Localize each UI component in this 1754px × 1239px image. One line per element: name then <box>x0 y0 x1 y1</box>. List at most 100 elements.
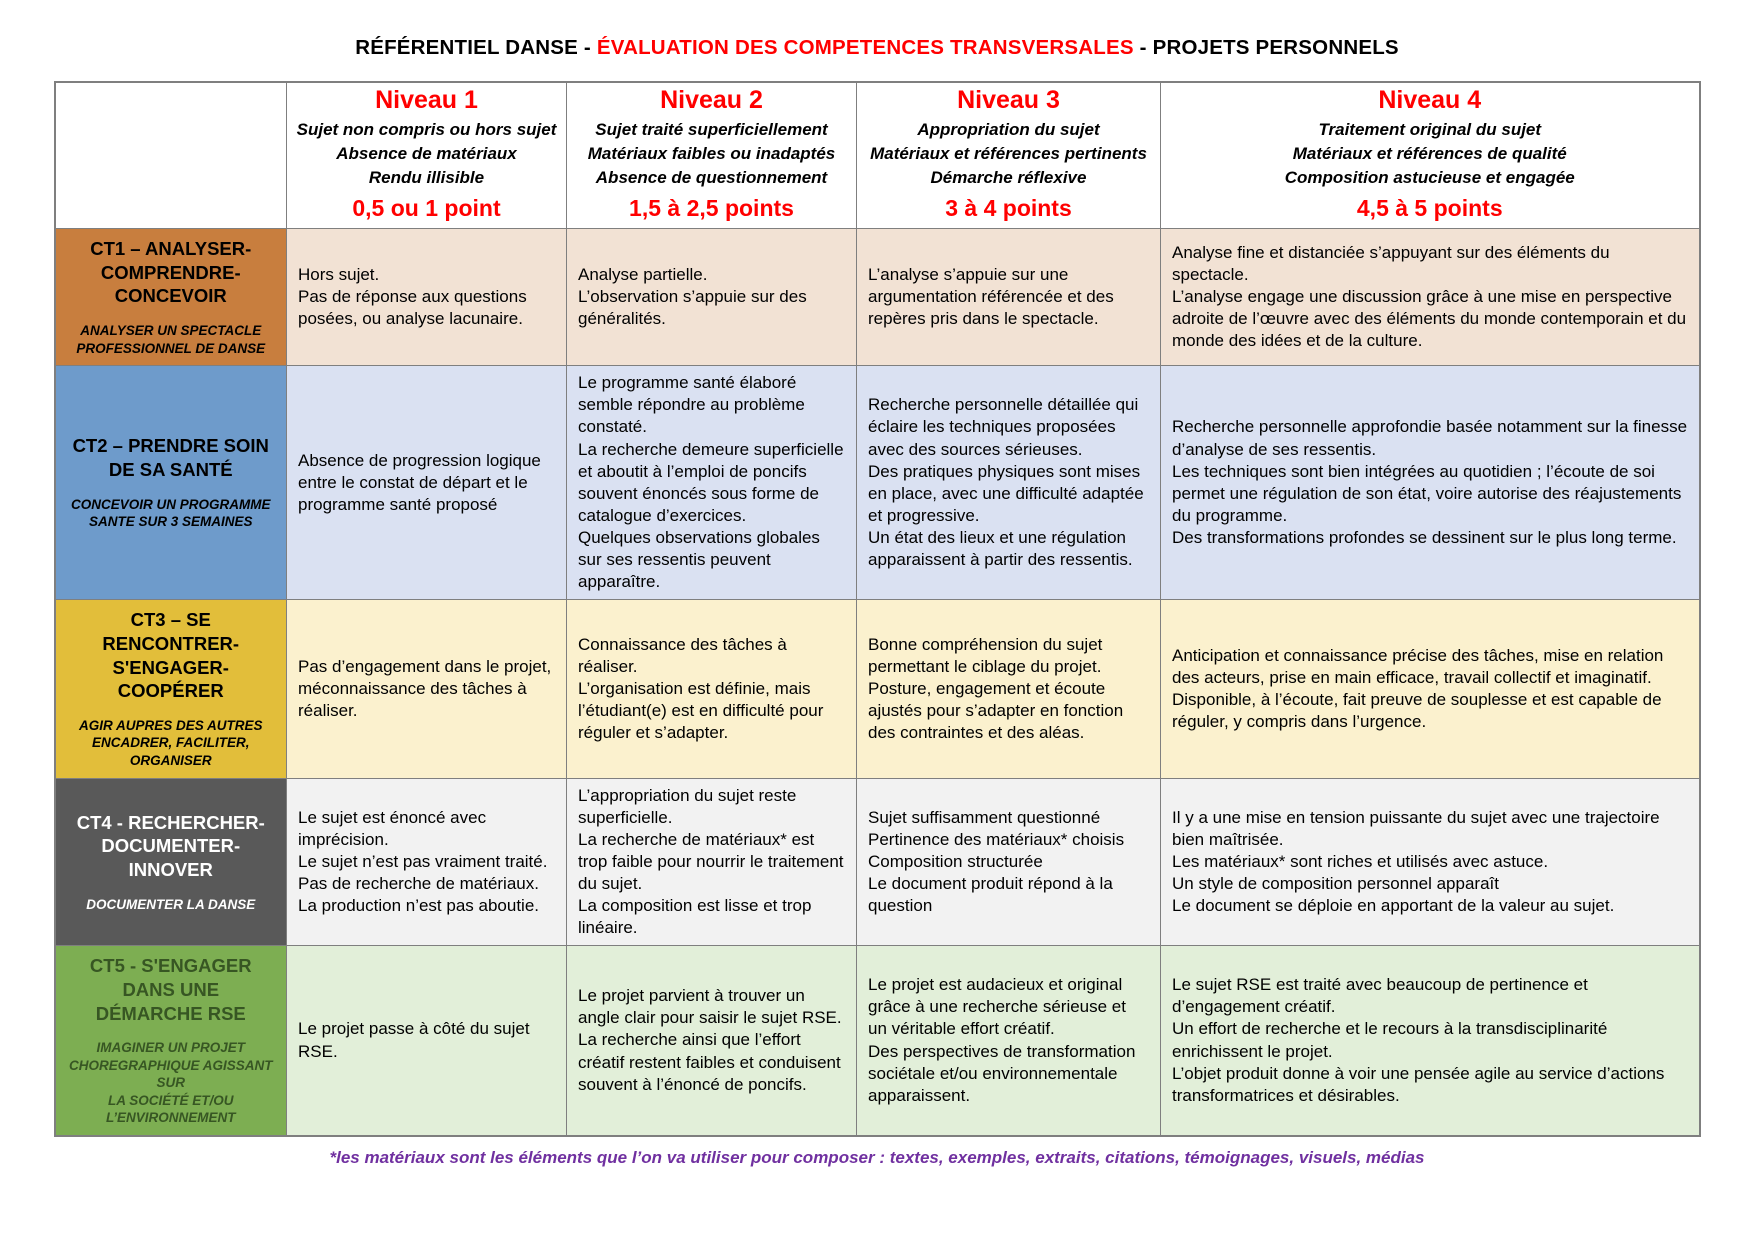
competency-subtitle-ct2: CONCEVOIR UN PROGRAMME SANTE SUR 3 SEMAI… <box>70 496 271 530</box>
cell-paragraph: La production n’est pas aboutie. <box>298 895 540 915</box>
row-header-ct5: CT5 - S'ENGAGER DANS UNE DÉMARCHE RSE IMA… <box>54 945 287 1137</box>
cell-paragraph: L’appropriation du sujet reste superfici… <box>578 785 797 827</box>
level-3-descriptors: Appropriation du sujet Matériaux et réfé… <box>863 118 1154 190</box>
descriptor-line: Absence de questionnement <box>595 168 828 187</box>
competency-row-ct3: CT3 – SE RENCONTRER-S'ENGAGER-COOPÉRER AG… <box>54 599 1700 779</box>
rubric-cell-ct5-niveau-1: Le projet passe à côté du sujet RSE. <box>286 945 567 1137</box>
rubric-cell-ct2-niveau-4: Recherche personnelle approfondie basée … <box>1160 365 1700 601</box>
rubric-table: Niveau 1 Sujet non compris ou hors sujet… <box>53 81 1701 1137</box>
cell-paragraph: L’observation s’appuie sur des généralit… <box>578 287 807 329</box>
rubric-cell-ct1-niveau-3: L’analyse s’appuie sur une argumentation… <box>856 228 1161 367</box>
cell-paragraph: Pertinence des matériaux* choisis <box>868 829 1125 849</box>
level-header-3: Niveau 3 Appropriation du sujet Matériau… <box>856 81 1161 230</box>
descriptor-line: Démarche réflexive <box>930 168 1087 187</box>
cell-paragraph: Hors sujet. <box>298 265 380 285</box>
competency-title-ct5: CT5 - S'ENGAGER DANS UNE DÉMARCHE RSE <box>89 955 252 1024</box>
rubric-cell-ct1-niveau-2: Analyse partielle. L’observation s’appuie… <box>566 228 857 367</box>
competency-subtitle-ct1: ANALYSER UN SPECTACLE PROFESSIONNEL DE D… <box>76 323 266 356</box>
cell-paragraph: Recherche personnelle approfondie basée … <box>1172 417 1688 459</box>
rubric-cell-ct3-niveau-2: Connaissance des tâches à réaliser. L’org… <box>566 599 857 779</box>
cell-paragraph: Les techniques sont bien intégrées au qu… <box>1172 461 1682 525</box>
cell-paragraph: La recherche demeure superficielle et ab… <box>578 439 844 525</box>
row-header-ct4: CT4 - RECHERCHER-DOCUMENTER-INNOVER DOCUM… <box>54 777 287 947</box>
cell-paragraph: Le programme santé élaboré semble répond… <box>578 373 805 437</box>
descriptor-line: Sujet non compris ou hors sujet <box>296 119 557 139</box>
descriptor-line: Composition astucieuse et engagée <box>1284 168 1575 187</box>
level-header-4: Niveau 4 Traitement original du sujet Ma… <box>1160 81 1700 230</box>
competency-subtitle-ct3: AGIR AUPRES DES AUTRES ENCADRER, FACILIT… <box>78 717 263 768</box>
cell-paragraph: L’organisation est définie, mais l’étudi… <box>578 678 824 742</box>
descriptor-line: Matériaux faibles ou inadaptés <box>587 143 836 163</box>
rubric-cell-ct4-niveau-3: Sujet suffisamment questionné Pertinence … <box>856 777 1161 947</box>
level-2-name: Niveau 2 <box>660 86 763 114</box>
cell-paragraph: Le projet passe à côté du sujet RSE. <box>298 1019 530 1061</box>
rubric-cell-ct2-niveau-2: Le programme santé élaboré semble répond… <box>566 365 857 601</box>
cell-paragraph: Anticipation et connaissance précise des… <box>1172 645 1664 687</box>
page-title-part3: - PROJETS PERSONNELS <box>1133 36 1399 59</box>
cell-paragraph: Disponible, à l’écoute, fait preuve de s… <box>1172 689 1662 731</box>
rubric-cell-ct4-niveau-4: Il y a une mise en tension puissante du … <box>1160 777 1700 947</box>
cell-paragraph: Il y a une mise en tension puissante du … <box>1172 807 1660 849</box>
cell-paragraph: Pas d’engagement dans le projet, méconna… <box>298 656 552 720</box>
level-4-points: 4,5 à 5 points <box>1356 195 1503 222</box>
level-2-points: 1,5 à 2,5 points <box>629 195 794 222</box>
rubric-cell-ct2-niveau-3: Recherche personnelle détaillée qui écla… <box>856 365 1161 601</box>
cell-paragraph: Un état des lieux et une régulation appa… <box>868 527 1133 569</box>
cell-paragraph: Pas de recherche de matériaux. <box>298 873 539 893</box>
descriptor-line: Absence de matériaux <box>336 143 517 163</box>
rubric-cell-ct5-niveau-4: Le sujet RSE est traité avec beaucoup de… <box>1160 945 1700 1137</box>
cell-paragraph: L’analyse s’appuie sur une argumentation… <box>868 265 1114 329</box>
level-header-2: Niveau 2 Sujet traité superficiellement … <box>566 81 857 230</box>
cell-paragraph: Posture, engagement et écoute ajustés po… <box>868 678 1124 742</box>
rubric-cell-ct3-niveau-3: Bonne compréhension du sujet permettant … <box>856 599 1161 779</box>
materials-footnote: *les matériaux sont les éléments que l’o… <box>329 1147 1425 1167</box>
row-header-ct1: CT1 – ANALYSER-COMPRENDRE-CONCEVOIR ANALY… <box>54 228 287 367</box>
level-4-name: Niveau 4 <box>1378 86 1482 114</box>
document-page: RÉFÉRENTIEL DANSE - ÉVALUATION DES COMPE… <box>0 36 1754 1167</box>
cell-paragraph: Des perspectives de transformation socié… <box>868 1041 1136 1105</box>
level-4-descriptors: Traitement original du sujet Matériaux e… <box>1167 118 1693 190</box>
competency-row-ct1: CT1 – ANALYSER-COMPRENDRE-CONCEVOIR ANALY… <box>54 228 1700 367</box>
descriptor-line: Matériaux et références de qualité <box>1292 143 1567 163</box>
cell-paragraph: Sujet suffisamment questionné <box>868 807 1101 827</box>
corner-cell <box>54 81 287 230</box>
descriptor-line: Appropriation du sujet <box>917 119 1100 139</box>
cell-paragraph: Un style de composition personnel appara… <box>1172 873 1499 893</box>
rubric-cell-ct5-niveau-2: Le projet parvient à trouver un angle cl… <box>566 945 857 1137</box>
cell-paragraph: Quelques observations globales sur ses r… <box>578 527 820 592</box>
descriptor-line: Matériaux et références pertinents <box>870 143 1147 163</box>
page-title: RÉFÉRENTIEL DANSE - ÉVALUATION DES COMPE… <box>0 36 1754 60</box>
level-header-1: Niveau 1 Sujet non compris ou hors sujet… <box>286 81 567 230</box>
cell-paragraph: Un effort de recherche et le recours à l… <box>1172 1019 1608 1061</box>
competency-title-ct1: CT1 – ANALYSER-COMPRENDRE-CONCEVOIR <box>90 238 252 307</box>
cell-paragraph: Analyse partielle. <box>578 265 708 285</box>
competency-subtitle-ct5: IMAGINER UN PROJET CHOREGRAPHIQUE AGISSA… <box>68 1040 273 1126</box>
cell-paragraph: Le sujet est énoncé avec imprécision. <box>298 807 487 849</box>
cell-paragraph: La recherche de matériaux* est trop faib… <box>578 829 844 893</box>
level-1-name: Niveau 1 <box>375 86 478 114</box>
rubric-cell-ct4-niveau-2: L’appropriation du sujet reste superfici… <box>566 777 857 947</box>
cell-paragraph: Absence de progression logique entre le … <box>298 450 541 514</box>
cell-paragraph: Bonne compréhension du sujet permettant … <box>868 634 1103 676</box>
cell-paragraph: La recherche ainsi que l’effort créatif … <box>578 1030 841 1094</box>
cell-paragraph: Analyse fine et distanciée s’appuyant su… <box>1172 242 1610 285</box>
descriptor-line: Traitement original du sujet <box>1318 119 1542 139</box>
competency-title-ct3: CT3 – SE RENCONTRER-S'ENGAGER-COOPÉRER <box>102 609 240 702</box>
level-3-name: Niveau 3 <box>957 86 1060 114</box>
level-3-points: 3 à 4 points <box>945 195 1072 222</box>
cell-paragraph: Recherche personnelle détaillée qui écla… <box>868 395 1139 459</box>
level-1-descriptors: Sujet non compris ou hors sujet Absence … <box>293 118 560 190</box>
cell-paragraph: La composition est lisse et trop linéair… <box>578 895 812 938</box>
cell-paragraph: Le document se déploie en apportant de l… <box>1172 895 1615 915</box>
rubric-cell-ct3-niveau-1: Pas d’engagement dans le projet, méconna… <box>286 599 567 779</box>
level-header-row: Niveau 1 Sujet non compris ou hors sujet… <box>54 81 1700 230</box>
row-header-ct2: CT2 – PRENDRE SOIN DE SA SANTÉ CONCEVOIR … <box>54 365 287 601</box>
cell-paragraph: Les matériaux* sont riches et utilisés a… <box>1172 851 1549 871</box>
descriptor-line: Sujet traité superficiellement <box>595 119 828 139</box>
cell-paragraph: Le sujet RSE est traité avec beaucoup de… <box>1172 975 1588 1017</box>
cell-paragraph: Connaissance des tâches à réaliser. <box>578 634 787 676</box>
rubric-cell-ct1-niveau-1: Hors sujet. Pas de réponse aux questions … <box>286 228 567 367</box>
cell-paragraph: Le projet est audacieux et original grâc… <box>868 975 1126 1039</box>
cell-paragraph: Des transformations profondes se dessine… <box>1172 527 1677 547</box>
descriptor-line: Rendu illisible <box>368 168 485 187</box>
